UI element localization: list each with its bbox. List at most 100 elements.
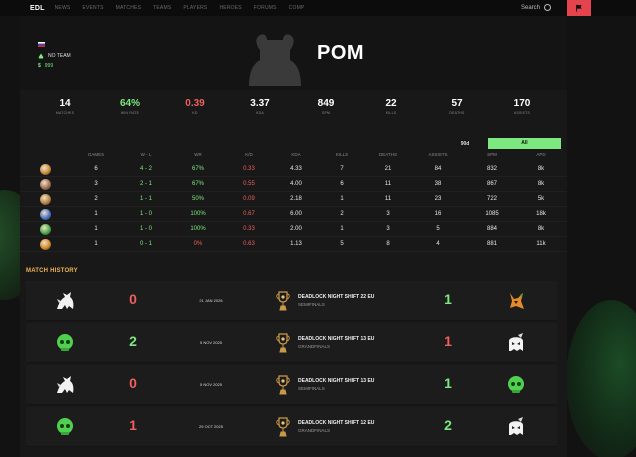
hero-row[interactable]: 6 4 - 2 67% 0.33 4.33 7 21 84 832 8k bbox=[20, 162, 567, 177]
kills-cell: 1 bbox=[340, 226, 344, 232]
tournament-name[interactable]: DEADLOCK NIGHT SHIFT 13 EU bbox=[298, 378, 375, 384]
money-info: $ 999 bbox=[38, 63, 53, 69]
hero-row[interactable]: 1 1 - 0 100% 0.33 2.00 1 3 5 884 8k bbox=[20, 222, 567, 237]
green-skull-team-logo[interactable] bbox=[53, 331, 77, 355]
tournament-trophy-icon bbox=[276, 291, 290, 311]
wr-cell: 50% bbox=[191, 196, 204, 202]
wr-cell: 67% bbox=[191, 181, 204, 187]
nav-item-players[interactable]: PLAYERS bbox=[183, 5, 208, 11]
nav-item-matches[interactable]: MATCHES bbox=[115, 5, 142, 11]
search-button[interactable]: Search bbox=[521, 4, 552, 11]
brand-logo[interactable]: EDL bbox=[30, 4, 45, 12]
stats-summary: 14 MATCHES 64% WIN RATE 0.39 KD 3.37 KDA… bbox=[20, 98, 567, 128]
tournament-name[interactable]: DEADLOCK NIGHT SHIFT 22 EU bbox=[298, 294, 375, 300]
stat-matches: 14 MATCHES bbox=[35, 98, 95, 115]
green-skull-team-logo[interactable] bbox=[53, 415, 77, 439]
col-games-cell: 6 bbox=[94, 166, 98, 172]
match-date: 5 NOV 2025 bbox=[199, 340, 222, 345]
col-kills: KILLS bbox=[335, 152, 349, 157]
search-icon bbox=[544, 4, 552, 11]
ghost-team-logo[interactable] bbox=[504, 331, 528, 355]
deaths-cell: 11 bbox=[384, 196, 392, 202]
nav-item-heroes[interactable]: HEROES bbox=[219, 5, 242, 11]
dollar-icon: $ bbox=[38, 63, 41, 69]
assists-cell: 84 bbox=[434, 166, 442, 172]
nav-item-comp[interactable]: COMP bbox=[288, 5, 305, 11]
match-row[interactable]: 0 21 JAN 2026 DEADLOCK NIGHT SHIFT 22 EU SE… bbox=[26, 281, 557, 321]
assists-cell: 16 bbox=[434, 211, 442, 217]
tournament-name[interactable]: DEADLOCK NIGHT SHIFT 13 EU bbox=[298, 336, 375, 342]
kills-cell: 5 bbox=[340, 241, 344, 247]
dragon-team-logo[interactable] bbox=[53, 373, 77, 397]
match-row[interactable]: 0 5 NOV 2025 DEADLOCK NIGHT SHIFT 13 EU SEM… bbox=[26, 365, 557, 405]
nav-item-forums[interactable]: FORUMS bbox=[253, 5, 277, 11]
score-team-a: 0 bbox=[129, 291, 137, 307]
stat-kda: 3.37 KDA bbox=[230, 98, 290, 115]
tournament-name[interactable]: DEADLOCK NIGHT SHIFT 12 EU bbox=[298, 420, 375, 426]
hero-row[interactable]: 3 2 - 1 67% 0.55 4.00 6 11 38 867 8k bbox=[20, 177, 567, 192]
stat-label: ASSISTS bbox=[513, 111, 531, 115]
apd-cell: 8k bbox=[537, 166, 545, 172]
col-games-cell: 1 bbox=[94, 211, 98, 217]
match-date: 29 OCT 2025 bbox=[199, 424, 223, 429]
hero-row[interactable]: 1 0 - 1 0% 0.63 1.13 5 8 4 881 11k bbox=[20, 237, 567, 252]
dragon-team-logo[interactable] bbox=[53, 289, 77, 313]
hero-portrait-icon bbox=[40, 239, 51, 250]
match-history-title: MATCH HISTORY bbox=[26, 268, 78, 274]
spm-cell: 832 bbox=[486, 166, 497, 172]
assists-cell: 5 bbox=[436, 226, 440, 232]
nav-item-news[interactable]: NEWS bbox=[54, 5, 71, 11]
wl-cell: 2 - 1 bbox=[139, 181, 152, 187]
stat-value: 3.37 bbox=[250, 98, 270, 109]
kills-cell: 1 bbox=[340, 196, 344, 202]
col-assists: ASSISTS bbox=[428, 152, 448, 157]
fox-team-logo[interactable] bbox=[504, 289, 528, 313]
col-games-cell: 3 bbox=[94, 181, 98, 187]
kda-cell: 2.18 bbox=[290, 196, 302, 202]
player-avatar bbox=[249, 34, 301, 86]
country-flag-icon bbox=[38, 42, 45, 47]
match-row[interactable]: 2 5 NOV 2025 DEADLOCK NIGHT SHIFT 13 EU GRA… bbox=[26, 323, 557, 363]
stat-value: 14 bbox=[59, 98, 71, 109]
assists-cell: 23 bbox=[434, 196, 442, 202]
stat-value: 170 bbox=[513, 98, 531, 109]
ghost-team-logo[interactable] bbox=[504, 415, 528, 439]
hero-portrait-icon bbox=[40, 209, 51, 220]
green-skull-team-logo[interactable] bbox=[504, 373, 528, 397]
kd-cell: 0.55 bbox=[243, 181, 255, 187]
stat-label: WIN RATE bbox=[120, 111, 140, 115]
period-all-tab[interactable]: All bbox=[488, 138, 561, 149]
col-games-cell: 2 bbox=[94, 196, 98, 202]
wr-cell: 67% bbox=[191, 166, 204, 172]
col-deaths: DEATHS bbox=[379, 152, 397, 157]
top-nav: EDL NEWS EVENTS MATCHES TEAMS PLAYERS HE… bbox=[0, 0, 636, 16]
score-team-b: 1 bbox=[444, 375, 452, 391]
kills-cell: 2 bbox=[340, 211, 344, 217]
tournament-stage: SEMIFINALS bbox=[298, 302, 325, 307]
player-page: NO TEAM $ 999 POM 14 MATCHES 64% WIN RAT… bbox=[20, 16, 567, 457]
search-label: Search bbox=[521, 4, 541, 11]
score-team-a: 2 bbox=[129, 333, 137, 349]
kills-cell: 7 bbox=[340, 166, 344, 172]
spm-cell: 884 bbox=[486, 226, 497, 232]
stat-kd: 0.39 KD bbox=[165, 98, 225, 115]
stat-label: KILLS bbox=[385, 111, 397, 115]
match-row[interactable]: 1 29 OCT 2025 DEADLOCK NIGHT SHIFT 12 EU GR… bbox=[26, 407, 557, 447]
decor-blob-right bbox=[566, 300, 636, 457]
nav-item-events[interactable]: EVENTS bbox=[82, 5, 104, 11]
score-team-b: 1 bbox=[444, 333, 452, 349]
profile-header: NO TEAM $ 999 POM bbox=[20, 16, 567, 90]
report-flag-button[interactable] bbox=[567, 0, 591, 16]
period-90d-tab[interactable]: 90d bbox=[460, 141, 470, 147]
nav-item-teams[interactable]: TEAMS bbox=[153, 5, 172, 11]
assists-cell: 4 bbox=[436, 241, 440, 247]
deaths-cell: 11 bbox=[384, 181, 392, 187]
stat-label: KDA bbox=[256, 111, 264, 115]
tournament-trophy-icon bbox=[276, 417, 290, 437]
hero-row[interactable]: 1 1 - 0 100% 0.67 6.00 2 3 16 1085 18k bbox=[20, 207, 567, 222]
kda-cell: 2.00 bbox=[290, 226, 302, 232]
kda-cell: 4.33 bbox=[290, 166, 302, 172]
tournament-stage: GRANDFINALS bbox=[298, 428, 331, 433]
team-name[interactable]: NO TEAM bbox=[48, 53, 71, 59]
